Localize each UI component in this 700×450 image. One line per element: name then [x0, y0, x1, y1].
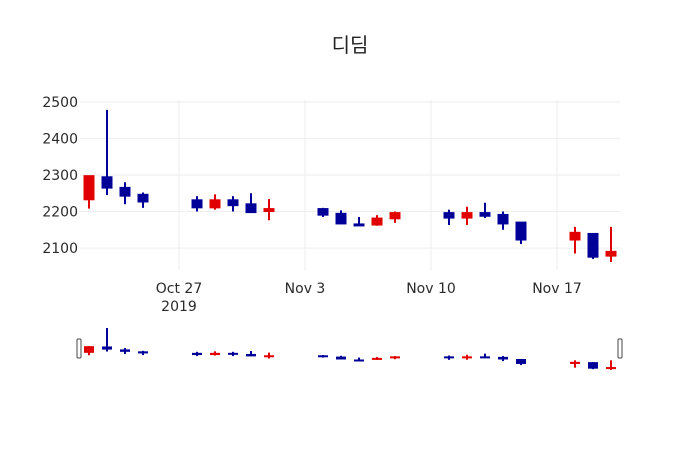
candle-decreasing[interactable] [479, 202, 491, 219]
candle-decreasing[interactable] [191, 196, 203, 212]
slider-candle [516, 358, 526, 366]
gridlines [80, 100, 620, 270]
candle-decreasing[interactable] [515, 221, 527, 245]
y-tick-label: 2500 [42, 95, 78, 111]
slider-candle [480, 353, 490, 359]
x-tick-year-label: 2019 [161, 299, 197, 315]
candle-increasing[interactable] [389, 211, 401, 223]
candle-increasing[interactable] [605, 226, 617, 262]
slider-candle [120, 347, 130, 355]
slider-candle [264, 352, 274, 359]
y-axis: 2100 2200 2300 2400 2500 [42, 95, 78, 257]
slider-candle [138, 350, 148, 356]
y-tick-label: 2200 [42, 205, 78, 221]
y-tick-label: 2100 [42, 241, 78, 257]
x-tick-label: Nov 3 [285, 281, 326, 297]
candle-increasing[interactable] [569, 226, 581, 254]
slider-candle [84, 346, 94, 356]
slider-candle [462, 354, 472, 360]
candle-increasing[interactable] [83, 175, 95, 209]
range-slider-right-handle[interactable] [617, 338, 623, 359]
y-tick-label: 2300 [42, 168, 78, 184]
slider-candle [570, 360, 580, 368]
candle-decreasing[interactable] [497, 211, 509, 230]
candle-decreasing[interactable] [245, 193, 257, 214]
range-slider-left-handle[interactable] [76, 338, 82, 359]
slider-candle [372, 357, 382, 361]
slider-candle [444, 355, 454, 360]
slider-candle [210, 351, 220, 356]
candle-decreasing[interactable] [317, 207, 329, 217]
candle-decreasing[interactable] [335, 210, 347, 225]
y-tick-label: 2400 [42, 131, 78, 147]
slider-candle [336, 355, 346, 360]
slider-candle [192, 351, 202, 357]
x-tick-label: Oct 27 [156, 281, 202, 297]
slider-candle [390, 356, 400, 360]
candle-increasing[interactable] [371, 215, 383, 226]
slider-candle [588, 362, 598, 370]
x-tick-label: Nov 10 [406, 281, 456, 297]
candle-decreasing[interactable] [587, 232, 599, 260]
slider-candle [102, 328, 112, 352]
slider-candle [606, 360, 616, 370]
candle-increasing[interactable] [263, 199, 275, 221]
slider-candle [246, 351, 256, 357]
candle-decreasing[interactable] [227, 196, 239, 212]
x-tick-label: Nov 17 [532, 281, 582, 297]
slider-candle [354, 357, 364, 362]
candle-decreasing[interactable] [137, 192, 149, 208]
range-slider[interactable] [76, 328, 623, 370]
slider-candle [228, 351, 238, 357]
chart-title: 디딤 [331, 33, 369, 57]
candle-decreasing[interactable] [119, 182, 131, 205]
slider-candle [318, 355, 328, 358]
candle-decreasing[interactable] [443, 209, 455, 226]
main-plot-area[interactable] [83, 109, 617, 262]
candle-decreasing[interactable] [353, 216, 365, 227]
candle-increasing[interactable] [209, 194, 221, 210]
candle-increasing[interactable] [461, 206, 473, 226]
candle-decreasing[interactable] [101, 109, 113, 196]
x-axis: Oct 27 2019 Nov 3 Nov 10 Nov 17 [156, 281, 582, 315]
slider-candle [498, 356, 508, 362]
